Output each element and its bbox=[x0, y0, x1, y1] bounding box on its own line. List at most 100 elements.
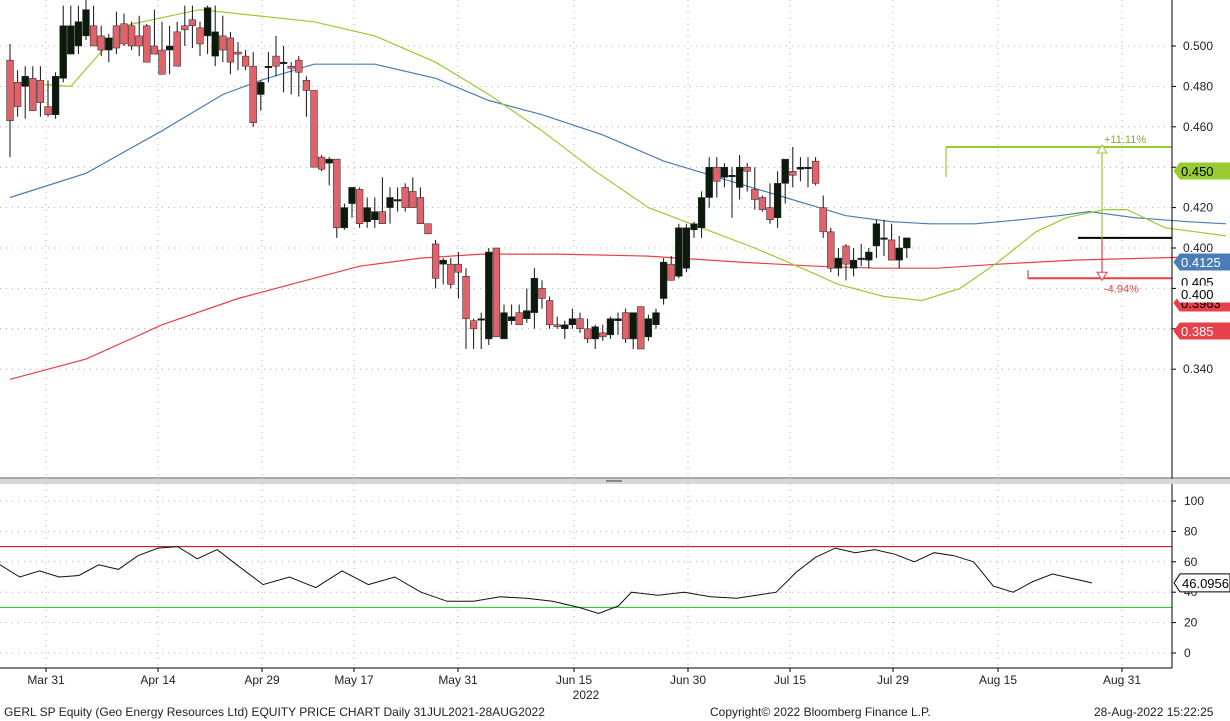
candle-body bbox=[59, 25, 67, 79]
rsi-line bbox=[0, 546, 1093, 615]
candle bbox=[219, 15, 227, 63]
candle bbox=[21, 66, 29, 119]
candle bbox=[469, 318, 478, 349]
candle bbox=[287, 62, 295, 95]
price-tag-box bbox=[1173, 322, 1230, 340]
candle bbox=[386, 187, 394, 224]
candle-body bbox=[188, 19, 197, 27]
candle-body bbox=[257, 82, 265, 95]
reference-lines: +11.11% -4.94% bbox=[945, 134, 1172, 295]
candle bbox=[241, 50, 250, 71]
candle bbox=[796, 157, 805, 182]
candle bbox=[591, 324, 599, 349]
candle bbox=[143, 23, 151, 63]
candle-body bbox=[614, 318, 622, 321]
candle-body bbox=[751, 189, 759, 200]
candle bbox=[67, 5, 75, 55]
candle-body bbox=[827, 231, 835, 269]
candle-body bbox=[264, 65, 273, 68]
candle bbox=[13, 70, 22, 117]
candle-body bbox=[583, 328, 592, 340]
year-label: 2022 bbox=[573, 688, 600, 702]
candle-body bbox=[819, 207, 827, 233]
candle bbox=[887, 223, 896, 261]
candle bbox=[667, 256, 675, 281]
candle bbox=[834, 248, 843, 277]
candle bbox=[576, 312, 584, 333]
candle bbox=[485, 248, 493, 345]
candle-body bbox=[834, 257, 843, 269]
candle-body bbox=[697, 197, 706, 229]
candle-body bbox=[538, 288, 546, 299]
candle bbox=[371, 197, 379, 228]
candle bbox=[773, 171, 782, 228]
candle-body bbox=[849, 259, 858, 269]
candle-body bbox=[713, 166, 721, 182]
candle bbox=[842, 243, 850, 281]
candle-body bbox=[44, 106, 52, 115]
candle bbox=[302, 76, 311, 117]
candle-body bbox=[89, 25, 98, 47]
candle bbox=[348, 187, 356, 218]
candle bbox=[758, 195, 767, 212]
candle-body bbox=[659, 261, 668, 299]
divider-handle bbox=[606, 480, 622, 482]
candle bbox=[462, 268, 470, 349]
candle-body bbox=[887, 239, 896, 261]
price-tick-label: 0.460 bbox=[1183, 120, 1213, 134]
candle bbox=[903, 237, 911, 259]
rsi-value-tag: 46.0956 bbox=[1173, 573, 1230, 593]
candle-body bbox=[249, 65, 257, 124]
candle bbox=[720, 163, 729, 188]
footer-copyright: Copyright© 2022 Bloomberg Finance L.P. bbox=[710, 705, 931, 719]
rsi-value-label: 46.0956 bbox=[1182, 576, 1229, 591]
candle-body bbox=[606, 318, 615, 336]
candle bbox=[652, 308, 660, 329]
date-tick-label: May 17 bbox=[334, 673, 374, 687]
candle bbox=[500, 304, 508, 340]
candle-body bbox=[67, 25, 75, 55]
candle bbox=[165, 25, 174, 75]
candle-body bbox=[29, 78, 37, 111]
candle-body bbox=[644, 318, 653, 338]
candle bbox=[789, 147, 797, 188]
candle bbox=[279, 46, 288, 93]
price-tag-box bbox=[1173, 285, 1230, 303]
date-tick-label: Jun 15 bbox=[556, 673, 592, 687]
candle-body bbox=[150, 45, 159, 55]
down-arrow-head bbox=[1096, 271, 1108, 282]
candle-body bbox=[6, 59, 14, 121]
candle bbox=[340, 203, 349, 230]
candle bbox=[409, 177, 417, 208]
candle-body bbox=[675, 227, 683, 277]
candle-body bbox=[773, 183, 782, 218]
candle bbox=[82, 0, 90, 40]
candle bbox=[424, 223, 432, 235]
candle bbox=[173, 21, 181, 67]
up-arrow-head bbox=[1096, 144, 1108, 154]
candle bbox=[659, 258, 668, 305]
candle-body bbox=[196, 27, 204, 45]
candle bbox=[454, 252, 463, 299]
candle bbox=[545, 296, 554, 329]
candle-body bbox=[272, 55, 280, 67]
date-tick-label: Aug 15 bbox=[979, 673, 1017, 687]
candle bbox=[158, 21, 166, 75]
candle bbox=[781, 158, 789, 204]
candle-body bbox=[789, 170, 797, 176]
candle bbox=[401, 183, 409, 212]
rsi-tick-label: 20 bbox=[1184, 616, 1198, 630]
candlestick-series bbox=[6, 0, 911, 350]
price-tag-label: 0.450 bbox=[1181, 164, 1214, 179]
candle bbox=[713, 157, 721, 198]
candle bbox=[317, 155, 326, 172]
candle bbox=[827, 227, 835, 273]
candle-body bbox=[865, 251, 873, 261]
candle bbox=[211, 5, 219, 67]
candle bbox=[743, 163, 751, 192]
rsi-tick-label: 60 bbox=[1184, 555, 1198, 569]
candle-body bbox=[234, 51, 242, 55]
candle bbox=[644, 314, 653, 341]
candle-body bbox=[439, 259, 447, 265]
